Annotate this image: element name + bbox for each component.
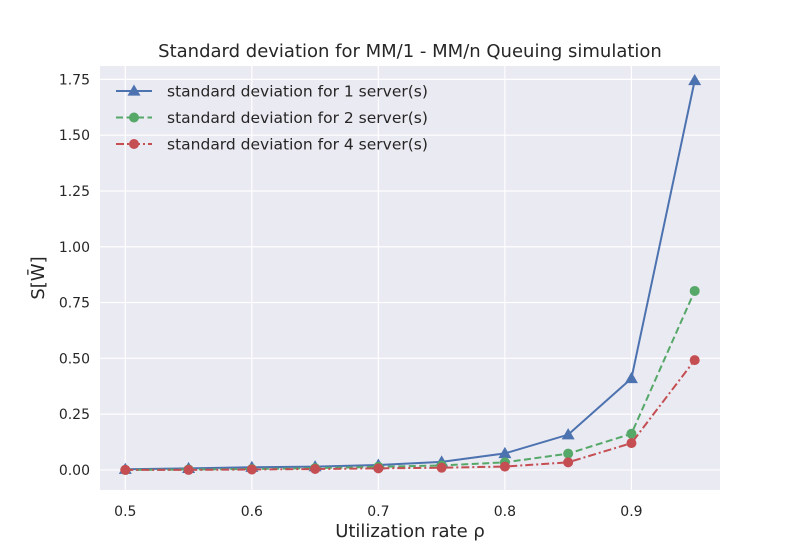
- data-point: [310, 464, 321, 475]
- tick-layer: 0.5 0.6 0.7 0.8 0.9 0.00 0.25 0.50 0.75 1.00 1.25 1…: [59, 72, 643, 520]
- legend-label: standard deviation for 1 server(s): [167, 83, 428, 101]
- x-tick-label: 0.6: [241, 504, 263, 520]
- data-point: [499, 461, 510, 472]
- data-point: [373, 463, 384, 474]
- data-point: [563, 457, 574, 468]
- data-point: [689, 285, 700, 296]
- data-point: [563, 448, 574, 459]
- x-tick-label: 0.8: [494, 504, 516, 520]
- legend-label: standard deviation for 4 server(s): [167, 136, 428, 154]
- series-line: [125, 359, 696, 471]
- data-point: [626, 428, 637, 439]
- legend-item-3: standard deviation for 4 server(s): [116, 136, 428, 154]
- legend-item-2: standard deviation for 2 server(s): [116, 109, 428, 127]
- grid: [100, 66, 720, 490]
- y-tick-label: 0.50: [59, 351, 90, 367]
- legend-marker: [127, 84, 141, 96]
- legend-label: standard deviation for 2 server(s): [167, 109, 428, 127]
- data-point: [498, 446, 512, 459]
- legend-marker: [129, 139, 139, 149]
- y-tick-label: 0.25: [59, 407, 90, 423]
- data-point: [624, 371, 638, 384]
- legend-item-1: standard deviation for 1 server(s): [116, 83, 428, 101]
- data-point: [689, 355, 700, 366]
- y-tick-label: 0.75: [59, 296, 90, 312]
- legend-marker: [129, 112, 139, 123]
- y-tick-label: 1.75: [59, 72, 90, 88]
- series-layer: [118, 74, 702, 475]
- data-point: [688, 74, 702, 86]
- x-tick-label: 0.7: [367, 504, 389, 520]
- data-point: [626, 438, 637, 449]
- y-tick-label: 0.00: [59, 463, 90, 479]
- y-tick-label: 1.50: [59, 128, 90, 144]
- x-axis-label: Utilization rate ρ: [335, 521, 485, 542]
- series-line: [125, 80, 696, 471]
- x-tick-label: 0.9: [620, 504, 642, 520]
- x-tick-label: 0.5: [114, 504, 136, 520]
- data-point: [246, 464, 257, 475]
- data-point: [436, 462, 447, 473]
- y-tick-label: 1.25: [59, 184, 90, 200]
- series-line: [125, 290, 696, 471]
- chart-title: Standard deviation for MM/1 - MM/n Queui…: [158, 41, 662, 62]
- y-axis-label: S[W̄]: [27, 256, 49, 299]
- legend: standard deviation for 1 server(s) standa…: [116, 83, 428, 154]
- series-3: [120, 355, 700, 475]
- y-tick-label: 1.00: [59, 240, 90, 256]
- data-point: [183, 464, 194, 475]
- data-point: [561, 428, 575, 440]
- plot-area: [100, 66, 720, 490]
- data-point: [120, 464, 131, 475]
